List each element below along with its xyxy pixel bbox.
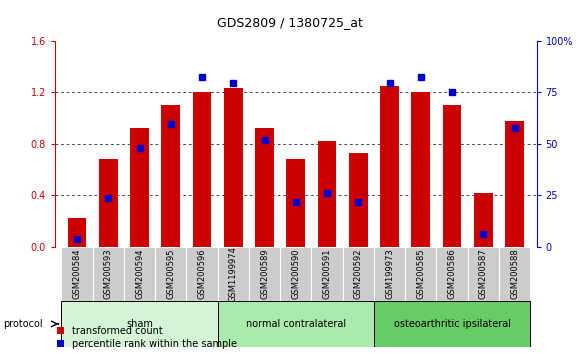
Bar — [186, 247, 218, 301]
Bar — [68, 218, 86, 247]
Text: GDS2809 / 1380725_at: GDS2809 / 1380725_at — [217, 16, 363, 29]
Bar — [343, 247, 374, 301]
Text: GSM200594: GSM200594 — [135, 249, 144, 299]
Bar — [374, 301, 530, 347]
Bar — [224, 88, 242, 247]
Text: GSM199973: GSM199973 — [385, 249, 394, 299]
Bar — [61, 247, 93, 301]
Bar — [93, 247, 124, 301]
Bar — [474, 193, 493, 247]
Text: GSM200588: GSM200588 — [510, 249, 519, 299]
Text: osteoarthritic ipsilateral: osteoarthritic ipsilateral — [394, 319, 510, 329]
Bar — [218, 301, 374, 347]
Bar — [405, 247, 437, 301]
Text: GSM200592: GSM200592 — [354, 249, 363, 299]
Bar — [155, 247, 186, 301]
Text: protocol: protocol — [3, 319, 42, 329]
Text: GSM200587: GSM200587 — [479, 249, 488, 299]
Bar — [437, 247, 467, 301]
Text: GSM200595: GSM200595 — [166, 249, 175, 299]
Text: GSM200591: GSM200591 — [322, 249, 332, 299]
Bar — [349, 153, 368, 247]
Legend: transformed count, percentile rank within the sample: transformed count, percentile rank withi… — [57, 326, 237, 349]
Bar — [99, 159, 118, 247]
Text: GSM200590: GSM200590 — [291, 249, 300, 299]
Text: GSM1199974: GSM1199974 — [229, 246, 238, 302]
Bar — [61, 301, 218, 347]
Bar — [318, 141, 336, 247]
Text: GSM200585: GSM200585 — [416, 249, 425, 299]
Bar — [499, 247, 530, 301]
Bar — [505, 120, 524, 247]
Bar — [249, 247, 280, 301]
Bar — [411, 92, 430, 247]
Bar — [124, 247, 155, 301]
Bar — [280, 247, 311, 301]
Bar — [380, 86, 399, 247]
Text: normal contralateral: normal contralateral — [246, 319, 346, 329]
Text: GSM200584: GSM200584 — [72, 249, 81, 299]
Text: GSM200593: GSM200593 — [104, 249, 113, 299]
Bar — [218, 247, 249, 301]
Bar — [287, 159, 305, 247]
Bar — [467, 247, 499, 301]
Bar — [374, 247, 405, 301]
Text: GSM200589: GSM200589 — [260, 249, 269, 299]
Bar — [311, 247, 343, 301]
Text: GSM200596: GSM200596 — [198, 249, 206, 299]
Bar — [193, 92, 211, 247]
Bar — [255, 128, 274, 247]
Bar — [161, 105, 180, 247]
Bar — [443, 105, 462, 247]
Text: GSM200586: GSM200586 — [448, 249, 456, 299]
Text: sham: sham — [126, 319, 153, 329]
Bar — [130, 128, 149, 247]
